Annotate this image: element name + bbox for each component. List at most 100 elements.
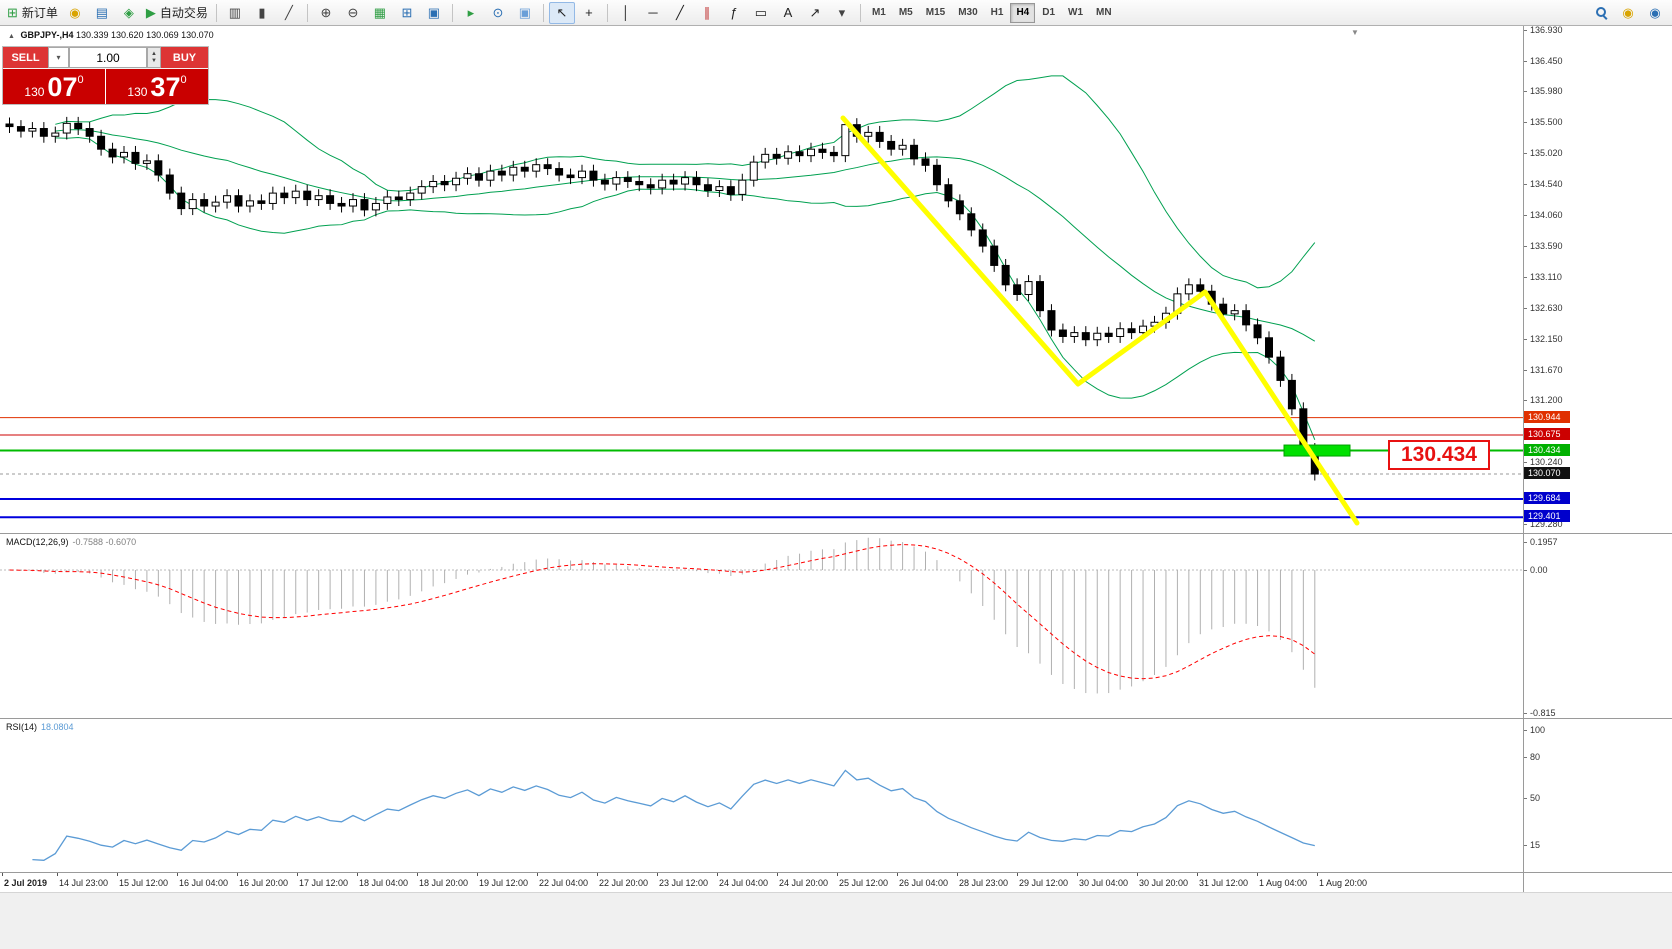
- new-order-button-label: 新订单: [21, 6, 58, 20]
- timeframe-d1[interactable]: D1: [1042, 7, 1056, 18]
- price-axis-label: 132.630: [1523, 302, 1563, 313]
- indicators-icon[interactable]: ▦: [367, 2, 393, 24]
- time-axis-label: 24 Jul 04:00: [719, 878, 769, 888]
- market-watch-icon[interactable]: ◉: [62, 2, 88, 24]
- volume-stepper[interactable]: ▲ ▼: [147, 47, 161, 68]
- trendline-icon[interactable]: ╱: [667, 2, 693, 24]
- macd-label: MACD(12,26,9) -0.7588 -0.6070: [6, 537, 136, 547]
- symbol-name: GBPJPY-,H4: [20, 30, 74, 40]
- period-clock-icon: ⊙: [492, 4, 504, 20]
- chat-icon[interactable]: ◉: [1642, 2, 1668, 24]
- toolbar-separator: [606, 3, 608, 22]
- cursor-icon: ↖: [556, 4, 568, 20]
- toolbar-separator: [215, 3, 217, 22]
- rsi-panel[interactable]: [0, 718, 1523, 872]
- toolbar-separator: [542, 3, 544, 22]
- text-label-icon[interactable]: A: [775, 2, 801, 24]
- new-order-button[interactable]: ⊞ 新订单: [4, 2, 61, 24]
- community-icon[interactable]: ◉: [1615, 2, 1641, 24]
- scroll-marker-icon[interactable]: ▼: [1351, 28, 1359, 37]
- rsi-axis-label: 80: [1522, 752, 1541, 762]
- symbol-info: ▲ GBPJPY-,H4 130.339 130.620 130.069 130…: [8, 30, 214, 40]
- trend-annotation-line[interactable]: [840, 115, 1360, 526]
- sell-price-panel[interactable]: 130 07 0: [3, 69, 105, 104]
- candlestick-chart-icon: ▮: [258, 4, 266, 20]
- timeframe-m30[interactable]: M30: [958, 7, 978, 18]
- time-tick: [597, 873, 598, 876]
- price-axis-label: 132.150: [1523, 333, 1563, 344]
- time-tick: [837, 873, 838, 876]
- arrow-tool-icon: ↗: [809, 4, 821, 20]
- time-tick: [657, 873, 658, 876]
- time-axis[interactable]: 2 Jul 2019 14 Jul 23:00 15 Jul 12:00 16 Jul…: [0, 873, 1672, 892]
- tile-windows-icon[interactable]: ⊞: [394, 2, 420, 24]
- macd-splitter[interactable]: [0, 533, 1672, 534]
- vertical-line-icon[interactable]: │: [613, 2, 639, 24]
- price-chart[interactable]: [0, 26, 1523, 533]
- bar-chart-icon[interactable]: ▥: [222, 2, 248, 24]
- stepper-up-icon[interactable]: ▲: [151, 50, 157, 57]
- fibonacci-icon[interactable]: ƒ: [721, 2, 747, 24]
- timeframe-h1[interactable]: H1: [990, 7, 1004, 18]
- rsi-value: 18.0804: [41, 722, 74, 732]
- price-axis-label: 134.060: [1523, 210, 1563, 221]
- timeframe-w1[interactable]: W1: [1068, 7, 1084, 18]
- time-tick: [1197, 873, 1198, 876]
- price-axis-label: 135.500: [1523, 117, 1563, 128]
- time-tick: [777, 873, 778, 876]
- timeframe-mn[interactable]: MN: [1096, 7, 1112, 18]
- price-callout-label[interactable]: 130.434: [1388, 440, 1490, 470]
- order-type-dropdown[interactable]: ▾: [48, 47, 69, 68]
- timeframe-m15[interactable]: M15: [925, 7, 946, 18]
- crosshair-icon[interactable]: +: [576, 2, 602, 24]
- volume-input[interactable]: [69, 47, 147, 68]
- zoom-in-icon[interactable]: ⊕: [313, 2, 339, 24]
- stepper-down-icon[interactable]: ▼: [151, 57, 157, 64]
- entry-zone-rect[interactable]: [1283, 444, 1351, 457]
- macd-panel[interactable]: [0, 533, 1523, 718]
- rsi-splitter[interactable]: [0, 718, 1672, 719]
- sell-button[interactable]: SELL: [3, 47, 48, 68]
- price-badge-130.675: 130.675: [1524, 427, 1570, 440]
- channel-icon[interactable]: ∥: [694, 2, 720, 24]
- line-chart-icon[interactable]: ╱: [276, 2, 302, 24]
- time-axis-label: 16 Jul 20:00: [239, 878, 289, 888]
- period-clock-icon[interactable]: ⊙: [485, 2, 511, 24]
- search-icon[interactable]: [1588, 2, 1614, 24]
- time-tick: [1317, 873, 1318, 876]
- time-tick: [2, 873, 3, 876]
- time-tick: [297, 873, 298, 876]
- time-axis-label: 1 Aug 20:00: [1319, 878, 1368, 888]
- chart-template-icon[interactable]: ▣: [512, 2, 538, 24]
- navigator-icon[interactable]: ◈: [116, 2, 142, 24]
- timeframe-m1[interactable]: M1: [871, 7, 886, 18]
- buy-button[interactable]: BUY: [161, 47, 208, 68]
- data-window-icon[interactable]: ▤: [89, 2, 115, 24]
- chart-autoscroll-icon[interactable]: ▸: [458, 2, 484, 24]
- candlestick-chart-icon[interactable]: ▮: [249, 2, 275, 24]
- time-axis-label: 26 Jul 04:00: [899, 878, 949, 888]
- price-axis-label: 131.200: [1523, 395, 1563, 406]
- timeframe-m5[interactable]: M5: [898, 7, 913, 18]
- rsi-title: RSI(14): [6, 722, 38, 732]
- time-tick: [1137, 873, 1138, 876]
- time-tick: [897, 873, 898, 876]
- price-axis-label: 135.020: [1523, 148, 1563, 159]
- arrow-tool-icon[interactable]: ↗: [802, 2, 828, 24]
- collapse-arrow-icon[interactable]: ▲: [8, 33, 15, 40]
- time-axis-label: 14 Jul 23:00: [59, 878, 109, 888]
- shapes-icon[interactable]: ▭: [748, 2, 774, 24]
- horizontal-line-icon[interactable]: ─: [640, 2, 666, 24]
- indicators-icon: ▦: [373, 4, 387, 20]
- draw-more-icon[interactable]: ▾: [829, 2, 855, 24]
- timeframe-h4[interactable]: H4: [1010, 2, 1036, 23]
- zoom-out-icon[interactable]: ⊖: [340, 2, 366, 24]
- buy-price-panel[interactable]: 130 37 0: [106, 69, 208, 104]
- cascade-windows-icon[interactable]: ▣: [421, 2, 447, 24]
- cursor-icon[interactable]: ↖: [548, 1, 575, 24]
- zoom-out-icon: ⊖: [347, 4, 359, 20]
- shapes-icon: ▭: [754, 4, 768, 20]
- macd-axis-label: 0.00: [1523, 565, 1548, 575]
- autotrading-button[interactable]: ▶ 自动交易: [143, 2, 211, 24]
- bollinger-upper-band: [55, 75, 1316, 289]
